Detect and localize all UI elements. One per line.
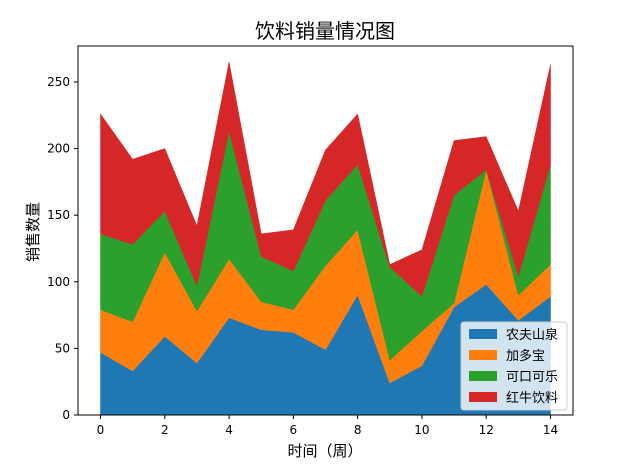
x-tick-label: 12 <box>479 423 494 437</box>
y-tick-label: 150 <box>47 208 70 222</box>
axes: 0 2 4 6 8 10 12 14 0 50 100 150 200 250 <box>47 45 574 437</box>
y-tick-label: 50 <box>55 341 70 355</box>
legend-swatch <box>469 392 497 402</box>
legend-swatch <box>469 329 497 339</box>
plot-area <box>100 61 551 416</box>
x-tick-label: 6 <box>290 423 298 437</box>
area-series-4 <box>100 61 551 297</box>
y-tick-label: 250 <box>47 75 70 89</box>
plot-frame <box>77 45 574 416</box>
y-tick-label: 0 <box>62 408 70 422</box>
legend-label: 红牛饮料 <box>506 390 558 406</box>
x-tick-label: 0 <box>97 423 105 437</box>
y-tick-label: 100 <box>47 275 70 289</box>
legend-swatch <box>469 371 497 381</box>
x-tick-label: 8 <box>354 423 362 437</box>
legend-label: 农夫山泉 <box>506 327 558 343</box>
x-tick-label: 4 <box>225 423 233 437</box>
legend-swatch <box>469 350 497 360</box>
y-tick-label: 200 <box>47 142 70 156</box>
x-tick-label: 14 <box>543 423 558 437</box>
x-tick-label: 2 <box>161 423 169 437</box>
x-axis-title: 时间（周） <box>287 442 362 460</box>
x-tick-label: 10 <box>414 423 429 437</box>
chart-title: 饮料销量情况图 <box>255 19 395 43</box>
legend-box <box>460 321 568 411</box>
legend-label: 加多宝 <box>506 348 545 364</box>
legend-label: 可口可乐 <box>506 370 558 385</box>
y-axis-title: 销售数量 <box>24 202 42 262</box>
